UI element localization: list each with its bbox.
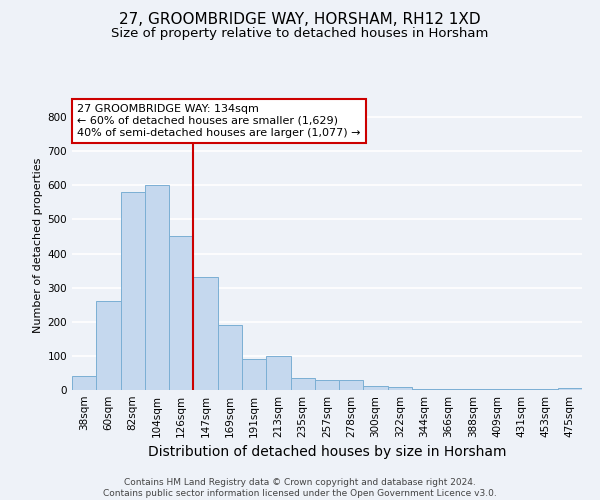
X-axis label: Distribution of detached houses by size in Horsham: Distribution of detached houses by size … [148, 446, 506, 460]
Bar [315, 380, 339, 390]
Bar [72, 376, 96, 390]
Bar [96, 302, 121, 390]
Bar [121, 192, 145, 390]
Bar [364, 386, 388, 390]
Bar [242, 360, 266, 390]
Bar [388, 386, 412, 390]
Bar [266, 356, 290, 390]
Text: Size of property relative to detached houses in Horsham: Size of property relative to detached ho… [112, 28, 488, 40]
Bar [339, 380, 364, 390]
Bar [558, 388, 582, 390]
Text: Contains HM Land Registry data © Crown copyright and database right 2024.
Contai: Contains HM Land Registry data © Crown c… [103, 478, 497, 498]
Bar [218, 325, 242, 390]
Bar [193, 278, 218, 390]
Text: 27 GROOMBRIDGE WAY: 134sqm
← 60% of detached houses are smaller (1,629)
40% of s: 27 GROOMBRIDGE WAY: 134sqm ← 60% of deta… [77, 104, 361, 138]
Bar [290, 378, 315, 390]
Bar [145, 186, 169, 390]
Text: 27, GROOMBRIDGE WAY, HORSHAM, RH12 1XD: 27, GROOMBRIDGE WAY, HORSHAM, RH12 1XD [119, 12, 481, 28]
Bar [169, 236, 193, 390]
Y-axis label: Number of detached properties: Number of detached properties [34, 158, 43, 332]
